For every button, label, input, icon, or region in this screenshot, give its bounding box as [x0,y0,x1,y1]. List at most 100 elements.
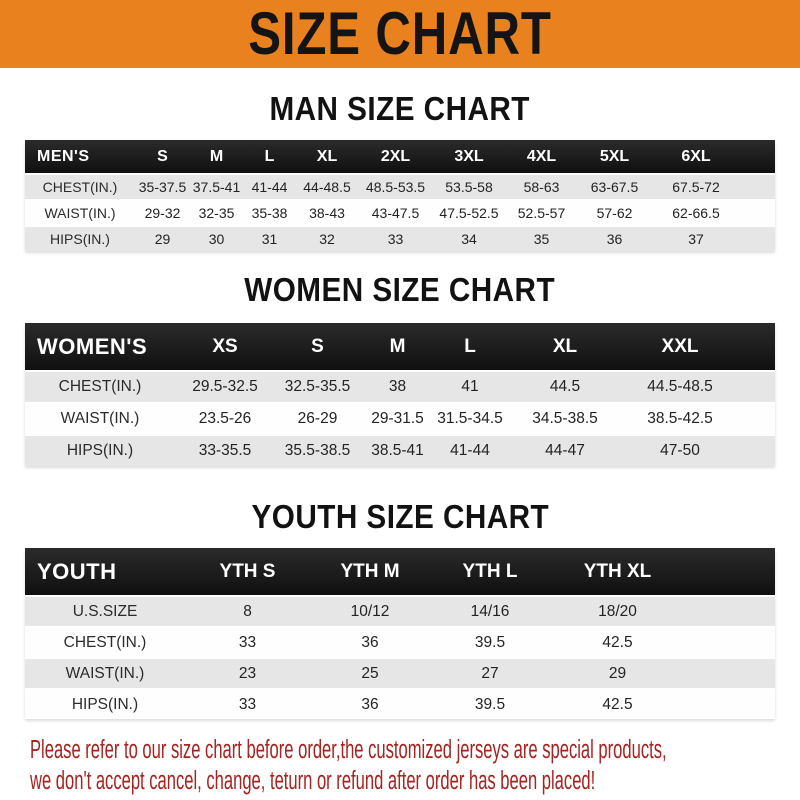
spacer-cell [735,434,775,466]
cell: 57-62 [578,199,651,225]
cell: 38-43 [296,199,358,225]
cell: 26-29 [275,402,360,434]
column-header: S [275,323,360,370]
table-row-waist: WAIST(IN.) 29-32 32-35 35-38 38-43 43-47… [25,199,775,225]
cell: 35-38 [243,199,296,225]
section-heading-women: WOMEN SIZE CHART [0,273,800,306]
spacer-cell [685,626,775,657]
cell: 29 [135,225,190,251]
column-header: M [360,323,435,370]
header-spacer [741,140,775,173]
cell: 33 [185,626,310,657]
row-label: U.S.SIZE [25,595,185,626]
section-heading-youth: YOUTH SIZE CHART [0,500,800,533]
cell: 33-35.5 [175,434,275,466]
cell: 38 [360,370,435,402]
mens-gender-label: MEN'S [25,140,135,173]
column-header: S [135,140,190,173]
footer-line-2: we don't accept cancel, change, teturn o… [30,767,596,795]
womens-size-table: WOMEN'S XS S M L XL XXL CHEST(IN.) 29.5-… [25,323,775,466]
cell: 34 [433,225,505,251]
section-heading-man-text: MAN SIZE CHART [269,90,531,127]
womens-gender-label: WOMEN'S [25,323,175,370]
table-row-hips: HIPS(IN.) 29 30 31 32 33 34 35 36 37 [25,225,775,251]
cell: 29.5-32.5 [175,370,275,402]
cell: 44-47 [505,434,625,466]
cell: 36 [310,626,430,657]
header-spacer [735,323,775,370]
column-header: YTH L [430,548,550,595]
column-header: YTH M [310,548,430,595]
column-header: 2XL [358,140,433,173]
column-header: YTH S [185,548,310,595]
table-row-chest: CHEST(IN.) 33 36 39.5 42.5 [25,626,775,657]
cell: 42.5 [550,626,685,657]
youth-header-row: YOUTH YTH S YTH M YTH L YTH XL [25,548,775,595]
cell: 35 [505,225,578,251]
cell: 42.5 [550,688,685,719]
row-label: WAIST(IN.) [25,657,185,688]
column-header: XS [175,323,275,370]
section-heading-youth-text: YOUTH SIZE CHART [251,498,549,535]
cell: 36 [310,688,430,719]
column-header: L [435,323,505,370]
cell: 38.5-41 [360,434,435,466]
cell: 27 [430,657,550,688]
cell: 31.5-34.5 [435,402,505,434]
cell: 44.5-48.5 [625,370,735,402]
cell: 43-47.5 [358,199,433,225]
cell: 31 [243,225,296,251]
table-row-waist: WAIST(IN.) 23 25 27 29 [25,657,775,688]
cell: 25 [310,657,430,688]
cell: 18/20 [550,595,685,626]
section-heading-man: MAN SIZE CHART [0,92,800,125]
mens-size-table: MEN'S S M L XL 2XL 3XL 4XL 5XL 6XL CHEST… [25,140,775,251]
spacer-cell [741,173,775,199]
section-heading-women-text: WOMEN SIZE CHART [244,271,556,308]
mens-header-row: MEN'S S M L XL 2XL 3XL 4XL 5XL 6XL [25,140,775,173]
column-header: L [243,140,296,173]
cell: 37 [651,225,741,251]
table-row-ussize: U.S.SIZE 8 10/12 14/16 18/20 [25,595,775,626]
header-spacer [685,548,775,595]
column-header: 5XL [578,140,651,173]
column-header: XXL [625,323,735,370]
cell: 34.5-38.5 [505,402,625,434]
cell: 41-44 [243,173,296,199]
spacer-cell [735,402,775,434]
cell: 62-66.5 [651,199,741,225]
column-header: 3XL [433,140,505,173]
cell: 23 [185,657,310,688]
cell: 36 [578,225,651,251]
cell: 33 [185,688,310,719]
cell: 44-48.5 [296,173,358,199]
row-label: HIPS(IN.) [25,434,175,466]
cell: 10/12 [310,595,430,626]
row-label: WAIST(IN.) [25,199,135,225]
womens-header-row: WOMEN'S XS S M L XL XXL [25,323,775,370]
spacer-cell [685,657,775,688]
cell: 41-44 [435,434,505,466]
cell: 38.5-42.5 [625,402,735,434]
table-row-chest: CHEST(IN.) 29.5-32.5 32.5-35.5 38 41 44.… [25,370,775,402]
size-chart-banner: SIZE CHART [0,0,800,68]
row-label: HIPS(IN.) [25,225,135,251]
cell: 29-32 [135,199,190,225]
cell: 37.5-41 [190,173,243,199]
cell: 29-31.5 [360,402,435,434]
spacer-cell [735,370,775,402]
table-row-hips: HIPS(IN.) 33-35.5 35.5-38.5 38.5-41 41-4… [25,434,775,466]
cell: 32-35 [190,199,243,225]
cell: 47-50 [625,434,735,466]
cell: 48.5-53.5 [358,173,433,199]
row-label: CHEST(IN.) [25,173,135,199]
cell: 41 [435,370,505,402]
cell: 35-37.5 [135,173,190,199]
cell: 32.5-35.5 [275,370,360,402]
cell: 39.5 [430,688,550,719]
column-header: 6XL [651,140,741,173]
cell: 67.5-72 [651,173,741,199]
youth-gender-label: YOUTH [25,548,185,595]
row-label: CHEST(IN.) [25,370,175,402]
spacer-cell [741,199,775,225]
